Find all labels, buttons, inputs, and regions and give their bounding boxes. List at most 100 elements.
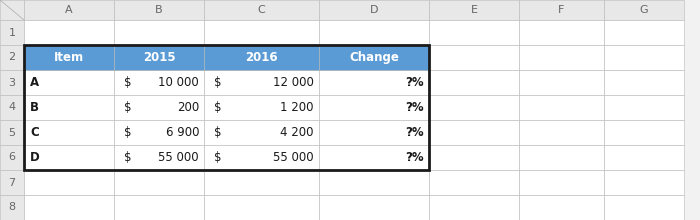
Bar [204, 95, 319, 120]
Text: 200: 200 [176, 101, 199, 114]
Bar [429, 120, 519, 145]
Text: 5: 5 [8, 128, 15, 138]
Text: Item: Item [54, 51, 84, 64]
Bar [604, 20, 684, 45]
Bar [24, 45, 114, 70]
Bar [24, 0, 114, 20]
Text: 1 200: 1 200 [281, 101, 314, 114]
Bar [319, 70, 429, 95]
Bar [114, 70, 204, 95]
Bar [604, 45, 684, 70]
Text: 1: 1 [8, 28, 15, 37]
Bar [604, 120, 684, 145]
Bar [114, 195, 204, 220]
Bar [519, 45, 604, 70]
Text: 4: 4 [8, 103, 15, 112]
Text: 55 000: 55 000 [274, 151, 314, 164]
Bar [519, 170, 604, 195]
Bar [519, 0, 604, 20]
Bar [204, 45, 319, 70]
Bar [0, 70, 24, 95]
Text: ?%: ?% [405, 151, 424, 164]
Bar [519, 145, 604, 170]
Bar [0, 20, 24, 45]
Text: $: $ [124, 151, 132, 164]
Bar [24, 45, 114, 70]
Bar [0, 0, 24, 20]
Bar [0, 120, 24, 145]
Bar [429, 145, 519, 170]
Text: 55 000: 55 000 [158, 151, 199, 164]
Bar [0, 145, 24, 170]
Bar [604, 95, 684, 120]
Bar [24, 195, 114, 220]
Bar [24, 170, 114, 195]
Bar [204, 145, 319, 170]
Bar [319, 20, 429, 45]
Bar [204, 20, 319, 45]
Text: 6 900: 6 900 [165, 126, 199, 139]
Text: $: $ [214, 126, 221, 139]
Bar [604, 170, 684, 195]
Bar [24, 20, 114, 45]
Text: E: E [470, 5, 477, 15]
Bar [604, 0, 684, 20]
Text: A: A [65, 5, 73, 15]
Bar [429, 45, 519, 70]
Text: G: G [640, 5, 648, 15]
Bar [24, 120, 114, 145]
Text: 10 000: 10 000 [158, 76, 199, 89]
Text: D: D [370, 5, 378, 15]
Bar [0, 45, 24, 70]
Bar [429, 20, 519, 45]
Bar [114, 20, 204, 45]
Bar [604, 195, 684, 220]
Bar [429, 95, 519, 120]
Text: Change: Change [349, 51, 399, 64]
Bar [24, 145, 114, 170]
Bar [204, 45, 319, 70]
Bar [204, 170, 319, 195]
Bar [319, 145, 429, 170]
Bar [519, 70, 604, 95]
Text: 2: 2 [8, 53, 15, 62]
Bar [319, 195, 429, 220]
Text: 7: 7 [8, 178, 15, 187]
Bar [114, 95, 204, 120]
Bar [519, 95, 604, 120]
Text: 4 200: 4 200 [281, 126, 314, 139]
Bar [429, 0, 519, 20]
Bar [429, 195, 519, 220]
Bar [604, 145, 684, 170]
Bar [0, 95, 24, 120]
Bar [204, 195, 319, 220]
Bar [0, 195, 24, 220]
Bar [114, 45, 204, 70]
Bar [24, 95, 114, 120]
Text: $: $ [124, 126, 132, 139]
Text: 2015: 2015 [143, 51, 175, 64]
Bar [319, 0, 429, 20]
Bar [319, 95, 429, 120]
Text: 8: 8 [8, 202, 15, 213]
Bar [114, 120, 204, 145]
Text: $: $ [124, 76, 132, 89]
Bar [114, 170, 204, 195]
Text: C: C [30, 126, 38, 139]
Bar [204, 120, 319, 145]
Text: B: B [30, 101, 39, 114]
Text: B: B [155, 5, 163, 15]
Bar [429, 70, 519, 95]
Text: $: $ [124, 101, 132, 114]
Bar [319, 170, 429, 195]
Bar [114, 145, 204, 170]
Text: $: $ [214, 151, 221, 164]
Text: A: A [30, 76, 39, 89]
Bar [604, 70, 684, 95]
Bar [114, 45, 204, 70]
Bar [429, 170, 519, 195]
Bar [519, 20, 604, 45]
Bar [114, 0, 204, 20]
Bar [519, 195, 604, 220]
Text: 6: 6 [8, 152, 15, 163]
